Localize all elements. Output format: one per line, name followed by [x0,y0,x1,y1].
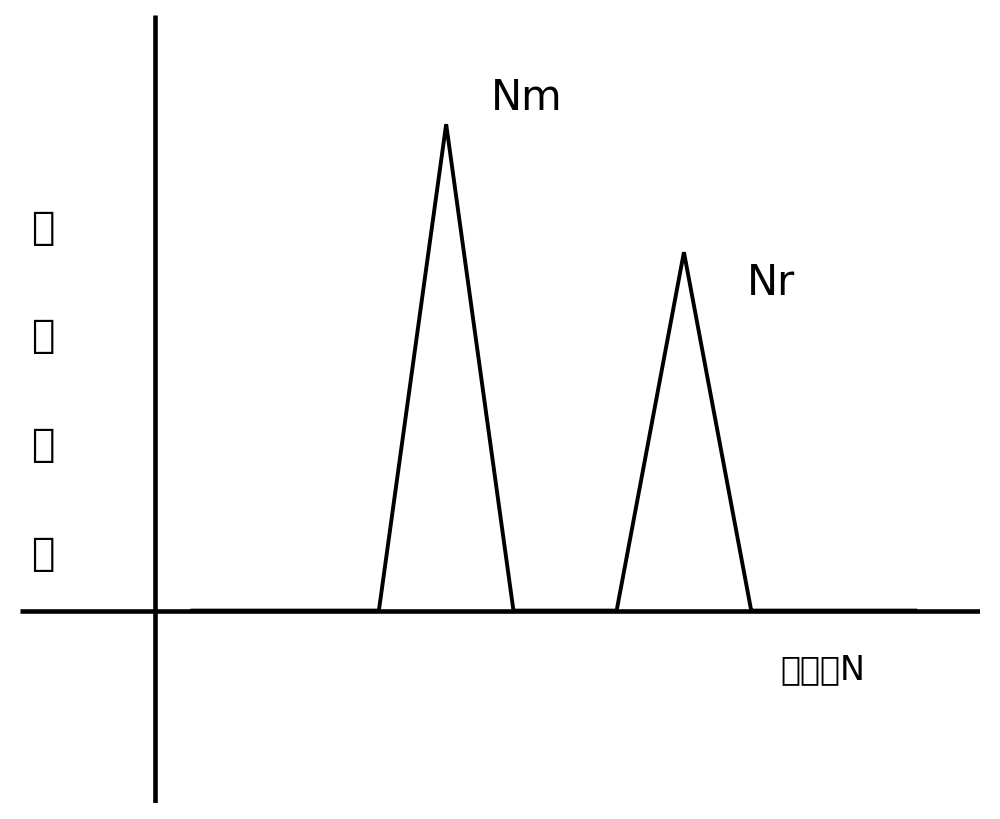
Text: 谱: 谱 [31,317,54,355]
Text: Nr: Nr [747,262,795,304]
Text: 强: 强 [31,426,54,464]
Text: 度: 度 [31,534,54,572]
Text: 光: 光 [31,208,54,247]
Text: Nm: Nm [491,77,563,119]
Text: 频率点N: 频率点N [780,652,865,685]
